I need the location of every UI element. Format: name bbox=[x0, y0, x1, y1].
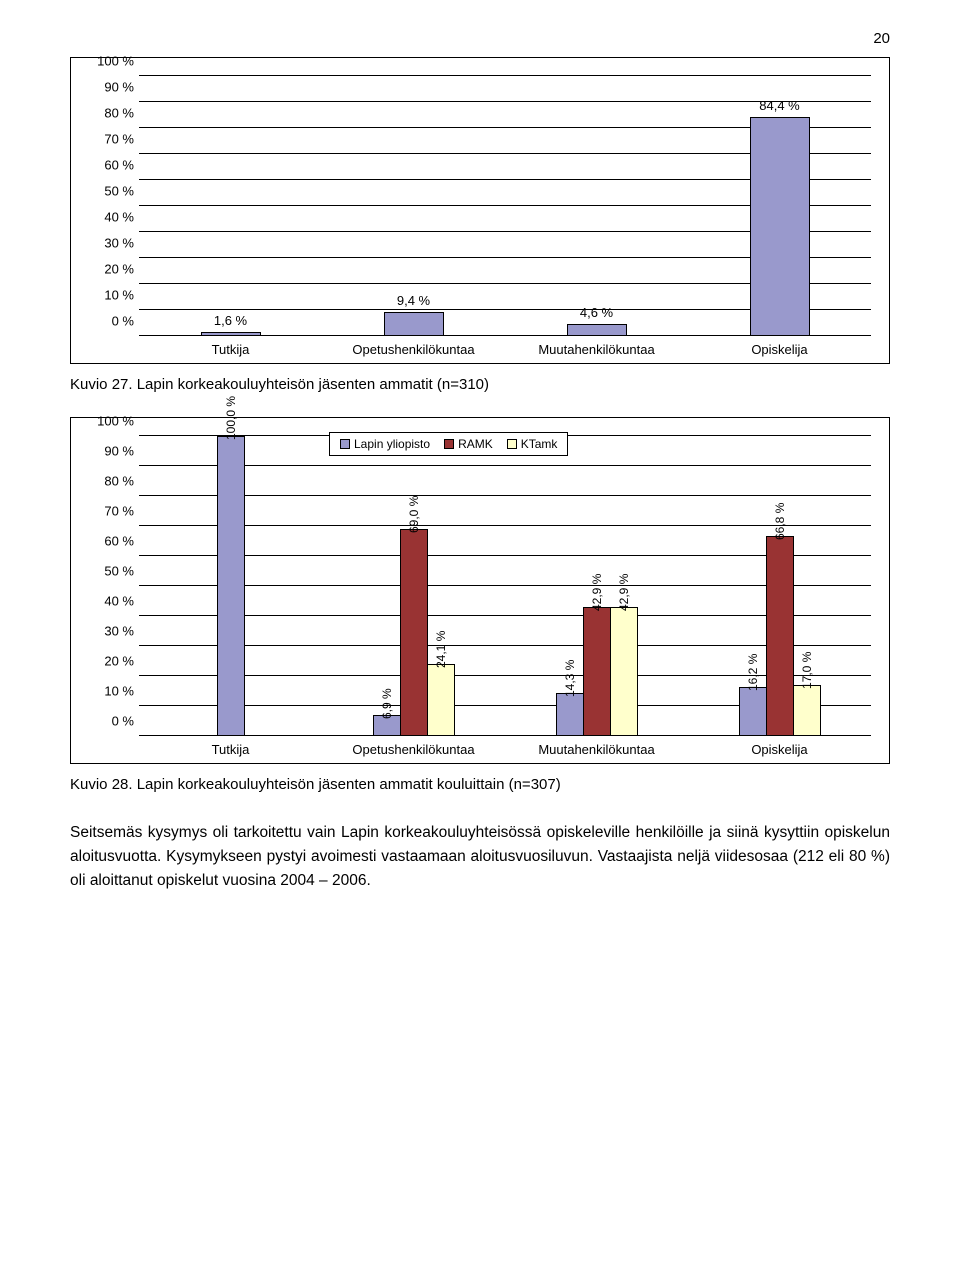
chart1-plot: 0 %10 %20 %30 %40 %50 %60 %70 %80 %90 %1… bbox=[139, 76, 871, 336]
grouped-bar: 100,0 % bbox=[217, 436, 245, 736]
grouped-bar: 14,3 % bbox=[556, 693, 584, 736]
grouped-bar: 42,9 % bbox=[610, 607, 638, 736]
legend-item: Lapin yliopisto bbox=[340, 437, 430, 451]
chart1-container: 0 % 10 % 20 % 30 % 40 % 50 % 60 % 70 % 80 % 90 % 1… bbox=[70, 57, 890, 364]
y-tick-label: 90 % bbox=[84, 80, 134, 95]
grouped-bar: 69,0 % bbox=[400, 529, 428, 736]
x-category-label: Opiskelija bbox=[688, 742, 871, 757]
legend-item: KTamk bbox=[507, 437, 558, 451]
x-category-label: Opetushenkilökuntaa bbox=[322, 342, 505, 357]
y-tick-label: 60 % bbox=[84, 534, 134, 549]
legend-item: RAMK bbox=[444, 437, 493, 451]
bar-value-label: 4,6 % bbox=[580, 305, 613, 320]
x-category-label: Muutahenkilökuntaa bbox=[505, 342, 688, 357]
x-category-label: Tutkija bbox=[139, 742, 322, 757]
x-category-label: Opetushenkilökuntaa bbox=[322, 742, 505, 757]
bar-value-label: 14,3 % bbox=[563, 660, 577, 697]
x-category-label: Muutahenkilökuntaa bbox=[505, 742, 688, 757]
y-tick-label: 70 % bbox=[84, 132, 134, 147]
bar-value-label: 16,2 % bbox=[746, 654, 760, 691]
grouped-bar: 16,2 % bbox=[739, 687, 767, 736]
y-tick-label: 0 % bbox=[84, 314, 134, 329]
x-category-label: Opiskelija bbox=[688, 342, 871, 357]
y-tick-label: 40 % bbox=[84, 210, 134, 225]
bar-value-label: 42,9 % bbox=[617, 574, 631, 611]
chart1-caption: Kuvio 27. Lapin korkeakouluyhteisön jäse… bbox=[70, 376, 890, 393]
y-tick-label: 90 % bbox=[84, 444, 134, 459]
x-category-label: Tutkija bbox=[139, 342, 322, 357]
chart2-container: Lapin yliopisto RAMK KTamk 0 % 10 % 20 % 30 %… bbox=[70, 417, 890, 764]
grouped-bar: 17,0 % bbox=[793, 685, 821, 736]
bar-value-label: 6,9 % bbox=[380, 689, 394, 720]
y-tick-label: 60 % bbox=[84, 158, 134, 173]
y-tick-label: 50 % bbox=[84, 184, 134, 199]
bar-value-label: 100,0 % bbox=[224, 396, 238, 440]
bar-value-label: 17,0 % bbox=[800, 652, 814, 689]
grouped-bar: 24,1 % bbox=[427, 664, 455, 736]
y-tick-label: 70 % bbox=[84, 504, 134, 519]
bar-value-label: 69,0 % bbox=[407, 496, 421, 533]
grouped-bar: 66,8 % bbox=[766, 536, 794, 736]
grouped-bar: 42,9 % bbox=[583, 607, 611, 736]
y-tick-label: 80 % bbox=[84, 106, 134, 121]
bar-value-label: 84,4 % bbox=[759, 98, 799, 113]
bar bbox=[384, 312, 444, 336]
y-tick-label: 10 % bbox=[84, 288, 134, 303]
body-paragraph: Seitsemäs kysymys oli tarkoitettu vain L… bbox=[70, 821, 890, 893]
chart2-legend: Lapin yliopisto RAMK KTamk bbox=[329, 432, 568, 456]
bar-value-label: 42,9 % bbox=[590, 574, 604, 611]
bar bbox=[201, 332, 261, 336]
y-tick-label: 20 % bbox=[84, 262, 134, 277]
y-tick-label: 100 % bbox=[84, 414, 134, 429]
y-tick-label: 100 % bbox=[84, 54, 134, 69]
bar bbox=[750, 117, 810, 336]
y-tick-label: 40 % bbox=[84, 594, 134, 609]
bar-value-label: 9,4 % bbox=[397, 293, 430, 308]
y-tick-label: 10 % bbox=[84, 684, 134, 699]
y-tick-label: 30 % bbox=[84, 236, 134, 251]
bar-value-label: 66,8 % bbox=[773, 502, 787, 539]
y-tick-label: 20 % bbox=[84, 654, 134, 669]
y-tick-label: 80 % bbox=[84, 474, 134, 489]
y-tick-label: 50 % bbox=[84, 564, 134, 579]
chart2-plot: Lapin yliopistoRAMKKTamk 0 %10 %20 %30 %… bbox=[139, 436, 871, 736]
bar-value-label: 24,1 % bbox=[434, 630, 448, 667]
page-number: 20 bbox=[70, 30, 890, 47]
bar-value-label: 1,6 % bbox=[214, 313, 247, 328]
y-tick-label: 0 % bbox=[84, 714, 134, 729]
y-tick-label: 30 % bbox=[84, 624, 134, 639]
chart2-caption: Kuvio 28. Lapin korkeakouluyhteisön jäse… bbox=[70, 776, 890, 793]
grouped-bar: 6,9 % bbox=[373, 715, 401, 736]
bar bbox=[567, 324, 627, 336]
